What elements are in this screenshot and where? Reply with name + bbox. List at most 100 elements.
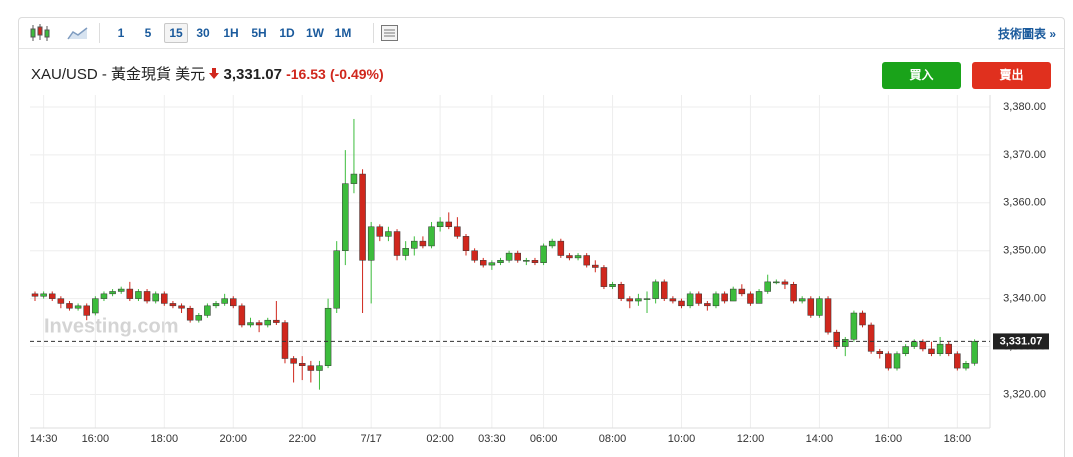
candle-body xyxy=(186,307,194,321)
candle-body xyxy=(411,240,418,249)
candle-body xyxy=(66,303,73,309)
candle-body xyxy=(738,288,746,295)
x-tick-label: 20:00 xyxy=(219,433,247,445)
candle-body xyxy=(919,341,927,350)
candle-body xyxy=(83,305,90,316)
candle-body xyxy=(531,260,539,263)
candle-body xyxy=(557,240,565,256)
candle-body xyxy=(505,252,513,261)
y-tick-label: 3,320.00 xyxy=(1003,388,1046,400)
y-tick-label: 3,350.00 xyxy=(1003,245,1046,257)
y-tick-label: 3,360.00 xyxy=(1003,197,1046,209)
candle-body xyxy=(316,365,323,371)
line-icon[interactable] xyxy=(67,23,89,43)
candle-body xyxy=(238,305,246,326)
candle-body xyxy=(885,353,892,369)
down-arrow xyxy=(209,68,220,79)
candle-body xyxy=(729,288,737,302)
candle-body xyxy=(678,300,685,307)
buy-button[interactable]: 買入 xyxy=(882,62,961,89)
candle-body xyxy=(807,298,815,316)
candle-body xyxy=(255,322,263,326)
x-tick-label: 10:00 xyxy=(668,433,696,445)
x-tick-label: 03:30 xyxy=(478,433,506,445)
interval-button[interactable]: 1H xyxy=(223,26,239,40)
x-tick-label: 22:00 xyxy=(288,433,316,445)
candle-body xyxy=(721,293,728,302)
candle-body xyxy=(471,250,478,261)
candle-body xyxy=(497,260,504,263)
candle-body xyxy=(281,322,289,359)
instrument-name: XAU/USD - 黃金現貨 美元 xyxy=(31,66,206,83)
candle-body xyxy=(704,303,711,307)
candle-body xyxy=(161,293,168,304)
candle-body xyxy=(755,291,763,304)
instrument-header: XAU/USD - 黃金現貨 美元 3,331.07 -16.53 (-0.49… xyxy=(31,63,384,84)
candle-body xyxy=(764,281,771,292)
interval-button[interactable]: 5H xyxy=(251,26,267,40)
candle-body xyxy=(57,298,65,304)
candle-body xyxy=(212,303,220,307)
interval-button[interactable]: 1M xyxy=(334,26,352,40)
candle-body xyxy=(169,303,177,307)
y-tick-label: 3,340.00 xyxy=(1003,293,1046,305)
candle-body xyxy=(540,245,547,263)
candle-icon[interactable] xyxy=(28,23,52,43)
candle-body xyxy=(643,298,651,300)
technical-chart-link[interactable]: 技術圖表 » xyxy=(997,27,1056,41)
candle-body xyxy=(850,312,858,340)
last-price-tag xyxy=(993,333,1049,350)
candle-body xyxy=(626,298,634,302)
y-tick-label: 3,370.00 xyxy=(1003,149,1046,161)
candle-body xyxy=(971,341,978,364)
candle-body xyxy=(962,363,970,369)
candle-body xyxy=(548,240,556,247)
table-icon[interactable] xyxy=(380,24,400,42)
candle-body xyxy=(652,281,659,299)
interval-button[interactable]: 1D xyxy=(279,26,295,40)
interval-button[interactable]: 15 xyxy=(164,23,188,43)
candle-body xyxy=(264,319,271,326)
candle-body xyxy=(669,298,677,302)
candle-body xyxy=(31,293,39,297)
interval-button[interactable]: 1 xyxy=(117,26,125,40)
candle-body xyxy=(247,322,254,326)
candle-body xyxy=(178,305,185,309)
candle-body xyxy=(859,312,866,326)
candle-body xyxy=(126,288,134,299)
y-tick-label: 3,380.00 xyxy=(1003,101,1046,113)
interval-button[interactable]: 5 xyxy=(144,26,152,40)
candle-body xyxy=(773,281,780,284)
price-change: -16.53 xyxy=(286,66,326,82)
candle-body xyxy=(385,231,392,237)
candle-body xyxy=(617,284,625,299)
candle-body xyxy=(152,293,159,302)
candle-body xyxy=(273,319,280,323)
candle-body xyxy=(876,351,884,354)
sell-button[interactable]: 賣出 xyxy=(972,62,1051,89)
candle-body xyxy=(781,281,789,285)
candle-body xyxy=(195,315,203,321)
x-tick-label: 18:00 xyxy=(944,433,972,445)
candle-body xyxy=(583,255,590,266)
interval-button[interactable]: 30 xyxy=(196,26,210,40)
candle-body xyxy=(135,291,142,299)
candle-body xyxy=(221,298,228,304)
candle-body xyxy=(523,260,530,262)
candle-body xyxy=(910,341,918,347)
x-tick-label: 7/17 xyxy=(360,433,381,445)
candle-body xyxy=(428,226,435,247)
candle-body xyxy=(376,226,384,237)
candle-body xyxy=(324,307,332,366)
x-tick-label: 06:00 xyxy=(530,433,558,445)
candle-body xyxy=(92,298,99,314)
candle-body xyxy=(74,305,82,309)
x-tick-label: 16:00 xyxy=(875,433,903,445)
candle-body xyxy=(402,248,409,256)
x-tick-label: 14:00 xyxy=(806,433,834,445)
candle-body xyxy=(143,291,151,302)
candle-body xyxy=(436,221,444,228)
interval-button[interactable]: 1W xyxy=(306,26,324,40)
